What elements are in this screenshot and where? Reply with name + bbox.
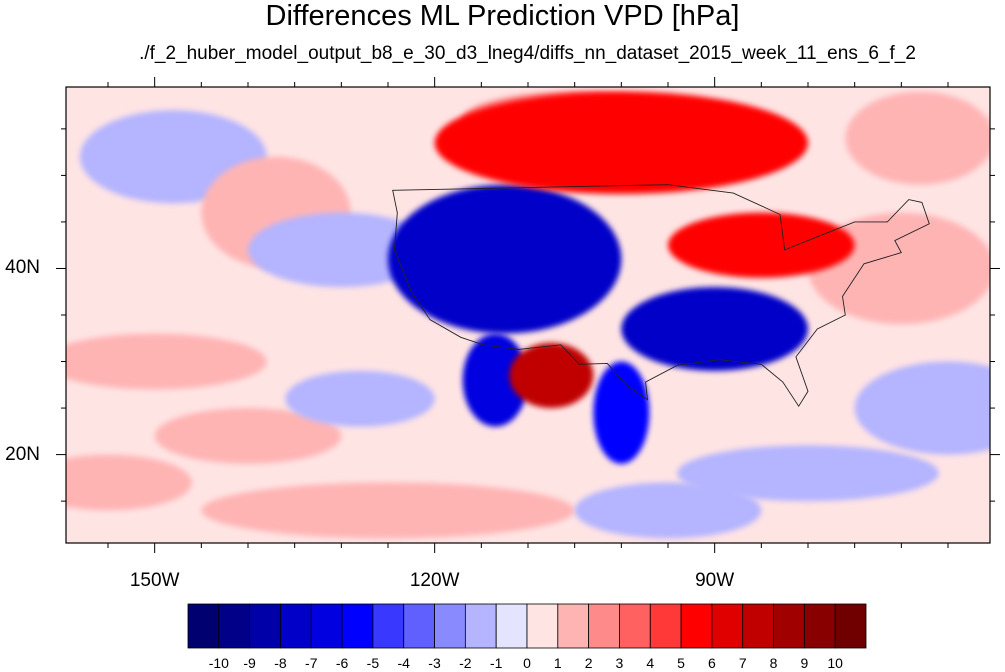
region-western-us-negative (388, 184, 622, 334)
colorbar-label: 10 (827, 655, 843, 671)
colorbar-label: -9 (243, 655, 256, 671)
colorbar-swatch (464, 603, 497, 649)
field-patch (574, 482, 762, 539)
region-texas-mexico-negative (593, 361, 650, 464)
y-tick-label: 20N (5, 443, 40, 465)
data-field (66, 87, 990, 543)
colorbar-swatch (803, 603, 836, 649)
colorbar-label: 7 (738, 655, 747, 671)
field-patch (854, 361, 990, 455)
field-patch (201, 482, 575, 539)
region-baja-negative (462, 333, 528, 427)
colorbar-swatch (403, 603, 435, 649)
colorbar-label: 4 (646, 655, 655, 671)
colorbar-swatch (773, 603, 805, 649)
colorbar-label: 6 (708, 655, 716, 671)
region-northern-canada-positive (434, 91, 808, 195)
colorbar-label: -1 (489, 655, 503, 671)
colorbar-label: -5 (366, 655, 380, 671)
colorbar-swatch (218, 603, 251, 649)
colorbar-label: 1 (553, 655, 562, 671)
colorbar-swatch (619, 603, 651, 649)
colorbar-swatch (557, 603, 590, 649)
field-patch (248, 212, 435, 288)
colorbar-label: -4 (397, 655, 410, 671)
colorbar-swatch (588, 603, 620, 649)
region-great-lakes-positive (668, 212, 855, 278)
colorbar-swatch (310, 603, 343, 649)
colorbar-label: 0 (523, 655, 531, 671)
colorbar-label: -8 (274, 655, 287, 671)
field-patch (845, 91, 990, 185)
colorbar-label: 9 (800, 655, 809, 671)
colorbar-swatch (434, 603, 466, 649)
colorbar-swatch (249, 603, 281, 649)
chart-title: Differences ML Prediction VPD [hPa] (265, 0, 740, 32)
colorbar-label: -6 (335, 655, 349, 671)
colorbar-label: 3 (615, 655, 624, 671)
colorbar-swatch (341, 603, 374, 649)
chart-subtitle: ./f_2_huber_model_output_b8_e_30_d3_lneg… (139, 43, 916, 64)
x-tick-label: 120W (409, 570, 460, 591)
field-patch (285, 370, 435, 427)
field-patch (677, 445, 939, 502)
field-patch (66, 333, 267, 390)
colorbar-swatch (495, 603, 528, 649)
colorbar-swatch (372, 603, 405, 649)
field-patch (66, 454, 192, 511)
colorbar-swatch (280, 603, 312, 649)
colorbar-label: -10 (208, 655, 229, 671)
region-southern-central-us-negative (621, 287, 809, 371)
colorbar-label: -7 (305, 655, 318, 671)
us-outline (392, 184, 930, 408)
colorbar-swatch (834, 603, 867, 649)
colorbar-swatch (526, 603, 559, 649)
colorbar-swatch (649, 603, 682, 649)
colorbar-swatch (711, 603, 744, 649)
colorbar-label: 2 (584, 655, 593, 671)
colorbar-label: 8 (769, 655, 778, 671)
x-tick-label: 90W (695, 570, 735, 591)
colorbar-label: 5 (677, 655, 685, 671)
colorbar-swatch (187, 603, 220, 649)
colorbar-label: -3 (428, 655, 441, 671)
colorbar-label: -2 (459, 655, 472, 671)
colorbar-swatch (742, 603, 774, 649)
field-patch (154, 408, 342, 464)
y-tick-label: 40N (5, 257, 40, 279)
x-tick-label: 150W (129, 570, 180, 591)
region-northern-mexico-positive (509, 342, 594, 409)
colorbar-swatch (680, 603, 713, 649)
